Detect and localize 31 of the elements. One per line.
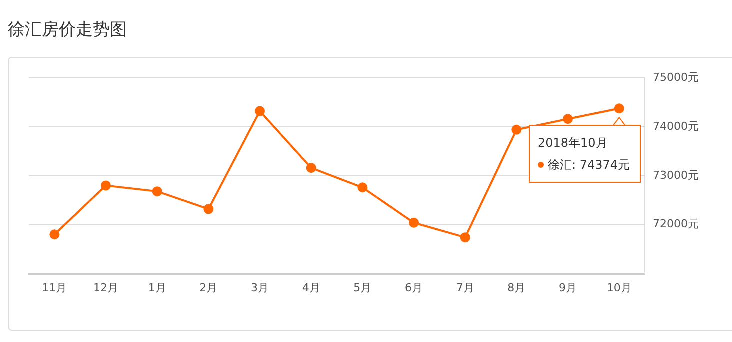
point	[460, 232, 470, 243]
x-tick-label: 6月	[405, 281, 424, 294]
x-tick-label: 2月	[200, 281, 218, 294]
x-tick-label: 8月	[508, 281, 526, 294]
x-tick-label: 3月	[251, 281, 270, 294]
point	[512, 124, 522, 135]
y-tick-label: 73000元	[653, 168, 700, 182]
y-tick-label: 74000元	[653, 120, 700, 133]
y-tick-label: 72000元	[653, 218, 700, 231]
x-tick-label: 11月	[42, 281, 68, 294]
x-tick-label: 5月	[354, 281, 372, 294]
x-tick-label: 4月	[302, 281, 320, 294]
point	[255, 106, 266, 116]
point	[614, 104, 624, 114]
point	[563, 114, 574, 124]
y-tick-label: 75000元	[653, 70, 700, 84]
annotation: 2018年10月	[538, 134, 608, 152]
x-tick-label: 1月	[148, 281, 166, 294]
x-tick-label: 12月	[94, 281, 118, 294]
point	[101, 180, 111, 191]
point	[50, 230, 60, 240]
point	[204, 204, 214, 214]
annotation: 徐汇: 74374元	[548, 156, 630, 174]
point	[409, 218, 420, 228]
x-tick-label: 7月	[456, 281, 474, 294]
x-tick-label: 10月	[606, 281, 632, 294]
point	[358, 182, 368, 193]
x-tick-label: 9月	[559, 281, 578, 294]
point	[306, 163, 316, 174]
point	[152, 186, 162, 197]
chart-title: 徐汇房价走势图	[8, 19, 128, 41]
